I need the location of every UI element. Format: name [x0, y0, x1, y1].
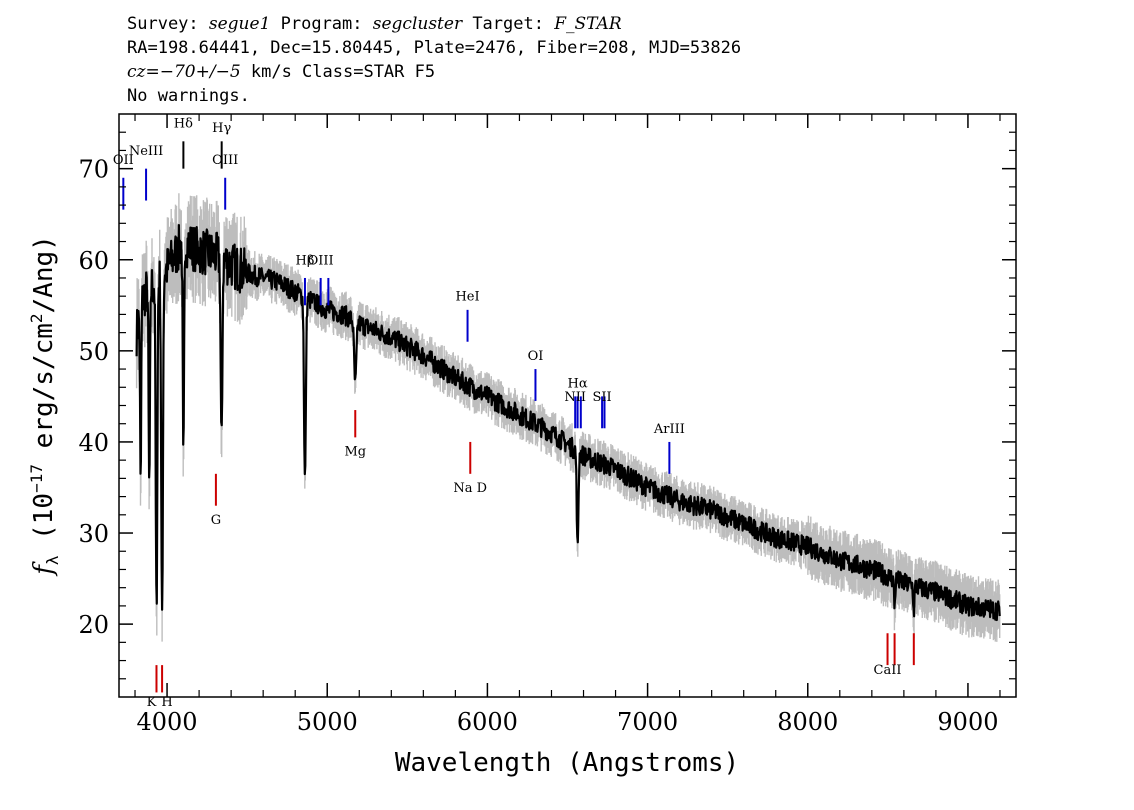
x-tick-label-0: 4000 [137, 708, 198, 736]
header-line-survey: Survey: segue1 Program: segcluster Targe… [127, 12, 741, 36]
y-tick-label-1: 30 [78, 520, 109, 548]
marker-label-12: NII [564, 390, 586, 405]
survey-value: segue1 [208, 14, 271, 34]
x-tick-label-5: 9000 [937, 708, 998, 736]
x-tick-label-1: 5000 [297, 708, 358, 736]
x-tick-label-3: 7000 [617, 708, 678, 736]
header-line-coordinates: RA=198.64441, Dec=15.80445, Plate=2476, … [127, 38, 742, 58]
marker-label-9: HeI [455, 290, 479, 305]
cz-value: =−70+/−5 [145, 62, 241, 82]
y-tick-label-5: 70 [78, 156, 109, 184]
marker-label-11: OI [528, 349, 544, 364]
marker-label-6: OIII [308, 253, 334, 268]
plot-area [122, 141, 1001, 693]
marker-label-4: OIII [212, 153, 238, 168]
marker-label-17: ArIII [653, 422, 685, 437]
y-axis-prefix: (10 [29, 493, 59, 556]
line-markers [122, 141, 915, 693]
marker-label-1: NeIII [129, 144, 163, 159]
program-label: Program: [270, 14, 373, 34]
y-axis-units-end: /Ang) [29, 235, 59, 313]
target-value: F_STAR [554, 14, 622, 34]
marker-label-10: Na D [453, 481, 487, 496]
program-value: segcluster [372, 14, 463, 34]
header-line-redshift: cz=−70+/−5 km/s Class=STAR F5 [127, 60, 741, 84]
y-axis-exponent-2: 2 [27, 313, 46, 323]
marker-label-19: H [161, 695, 172, 710]
survey-label: Survey: [127, 14, 209, 34]
flux-line [135, 224, 1001, 622]
plot-frame [118, 113, 1017, 698]
y-tick-label-4: 60 [78, 247, 109, 275]
y-tick-label-2: 40 [78, 429, 109, 457]
y-axis-title: fλ (10−17 erg/s/cm2/Ang) [27, 235, 62, 577]
cz-label: cz [127, 62, 146, 82]
marker-label-13: Hα [568, 376, 588, 391]
target-label: Target: [462, 14, 555, 34]
marker-label-0: OII [113, 153, 134, 168]
marker-label-15: SII [593, 390, 612, 405]
y-axis-units: erg/s/cm [29, 323, 59, 464]
x-tick-label-4: 8000 [777, 708, 838, 736]
x-tick-label-2: 6000 [457, 708, 518, 736]
spectrum-header: Survey: segue1 Program: segcluster Targe… [127, 12, 741, 108]
class-info: km/s Class=STAR F5 [240, 62, 436, 82]
x-axis-title: Wavelength (Angstroms) [395, 748, 739, 778]
y-axis-subscript: λ [43, 555, 62, 565]
y-tick-label-0: 20 [78, 611, 109, 639]
marker-label-20: G [211, 513, 221, 528]
marker-label-5: Hβ [296, 253, 315, 268]
x-axis-ticks: 4000 5000 6000 7000 8000 9000 [134, 114, 1001, 736]
y-tick-label-3: 50 [78, 338, 109, 366]
marker-label-2: Hδ [174, 117, 193, 132]
marker-label-8: Mg [344, 445, 366, 460]
marker-label-3: Hγ [212, 121, 231, 136]
y-axis-ticks: 20 30 40 50 60 70 [78, 131, 1016, 680]
marker-label-18: K [147, 695, 157, 710]
y-axis-exponent: −17 [27, 464, 46, 493]
marker-label-21: CaII [874, 663, 902, 678]
header-line-warnings: No warnings. [127, 86, 250, 106]
